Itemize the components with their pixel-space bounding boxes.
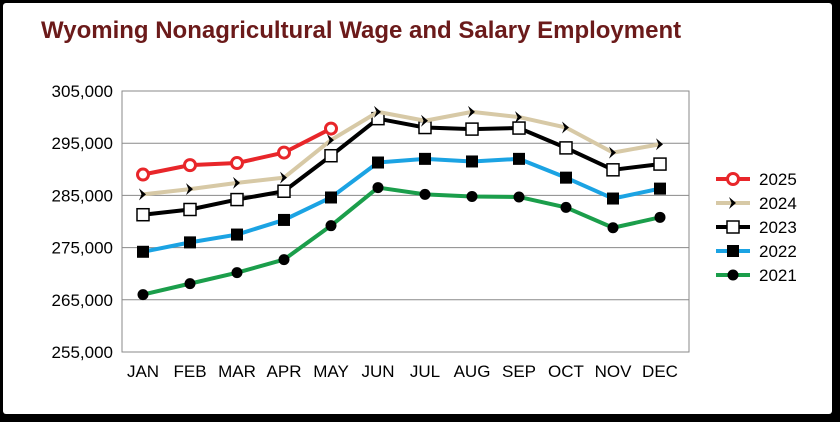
data-point	[560, 201, 572, 213]
y-tick-label: 305,000	[52, 82, 113, 101]
x-tick-label: APR	[267, 362, 302, 381]
y-tick-label: 285,000	[52, 186, 113, 205]
series-line	[141, 156, 662, 254]
data-point	[419, 188, 431, 200]
legend-item-2021: 2021	[716, 266, 797, 285]
legend-item-2024: 2024	[716, 194, 797, 213]
data-point	[515, 111, 522, 124]
legend-marker	[726, 220, 740, 234]
data-point	[513, 152, 525, 165]
data-point	[418, 120, 432, 135]
data-point	[513, 191, 525, 203]
data-point	[562, 121, 569, 134]
data-point	[512, 121, 526, 135]
data-point	[607, 222, 619, 234]
x-tick-label: JAN	[127, 362, 159, 381]
data-point	[280, 171, 287, 184]
data-point	[419, 152, 431, 165]
x-tick-label: DEC	[642, 362, 678, 381]
data-point	[325, 220, 337, 232]
data-point	[654, 211, 666, 223]
series-2022	[137, 152, 666, 258]
data-point	[606, 163, 620, 177]
series-line	[141, 116, 662, 217]
data-point	[139, 188, 146, 201]
legend-marker	[727, 269, 739, 281]
data-point	[466, 155, 478, 168]
x-tick-label: MAR	[218, 362, 256, 381]
x-tick-label: FEB	[173, 362, 206, 381]
data-point	[184, 278, 196, 290]
data-point	[609, 146, 616, 159]
series-line	[141, 185, 662, 297]
series-2023	[136, 111, 667, 222]
data-point	[654, 182, 666, 195]
series-2021	[137, 182, 666, 301]
y-tick-label: 255,000	[52, 343, 113, 362]
data-point	[653, 157, 667, 171]
data-point	[277, 145, 291, 160]
data-point	[607, 192, 619, 205]
legend-label: 2022	[759, 242, 797, 261]
data-point	[327, 134, 334, 147]
data-point	[324, 121, 338, 136]
x-tick-label: MAY	[313, 362, 349, 381]
data-point	[183, 158, 197, 173]
data-point	[466, 190, 478, 202]
data-point	[231, 228, 243, 241]
legend-item-2025: 2025	[716, 170, 797, 189]
chart-title: Wyoming Nonagricultural Wage and Salary …	[41, 17, 682, 44]
data-point	[183, 202, 197, 217]
data-point	[468, 105, 475, 118]
series-2025	[136, 121, 338, 182]
data-point	[374, 105, 381, 118]
x-tick-label: SEP	[502, 362, 536, 381]
data-point	[372, 156, 384, 169]
data-point	[560, 171, 572, 184]
data-point	[230, 192, 244, 207]
legend-label: 2023	[759, 218, 797, 237]
x-tick-label: NOV	[595, 362, 633, 381]
line-chart: 255,000 265,000 275,000 285,000 295,000 305,0…	[52, 82, 797, 381]
data-point	[372, 182, 384, 194]
data-point	[559, 141, 573, 155]
data-point	[184, 236, 196, 249]
data-point	[277, 184, 291, 198]
data-point	[136, 167, 150, 182]
legend-marker	[726, 172, 740, 186]
y-tick-label: 265,000	[52, 291, 113, 310]
data-point	[324, 148, 338, 163]
plot-area	[121, 90, 690, 353]
x-tick-label: AUG	[454, 362, 491, 381]
legend-marker	[727, 245, 739, 257]
data-point	[325, 191, 337, 204]
data-point	[230, 156, 244, 171]
data-point	[421, 114, 428, 127]
data-point	[137, 245, 149, 258]
y-tick-label: 275,000	[52, 239, 113, 258]
data-point	[231, 267, 243, 279]
data-point	[278, 213, 290, 226]
legend-label: 2021	[759, 266, 797, 285]
data-point	[278, 254, 290, 266]
series-line	[141, 109, 662, 197]
data-point	[186, 183, 193, 196]
x-tick-label: JUL	[410, 362, 440, 381]
y-tick-label: 295,000	[52, 134, 113, 153]
legend-label: 2024	[759, 194, 797, 213]
legend-item-2023: 2023	[716, 218, 797, 237]
data-point	[136, 207, 150, 222]
x-tick-label: OCT	[548, 362, 584, 381]
data-point	[233, 176, 240, 189]
data-point	[656, 138, 663, 151]
series-2024	[139, 105, 663, 201]
legend-marker	[729, 197, 736, 209]
chart-frame: Wyoming Nonagricultural Wage and Salary …	[3, 3, 832, 414]
data-point	[465, 122, 479, 136]
data-point	[137, 289, 149, 301]
legend-label: 2025	[759, 170, 797, 189]
x-tick-label: JUN	[361, 362, 394, 381]
legend-item-2022: 2022	[716, 242, 797, 261]
